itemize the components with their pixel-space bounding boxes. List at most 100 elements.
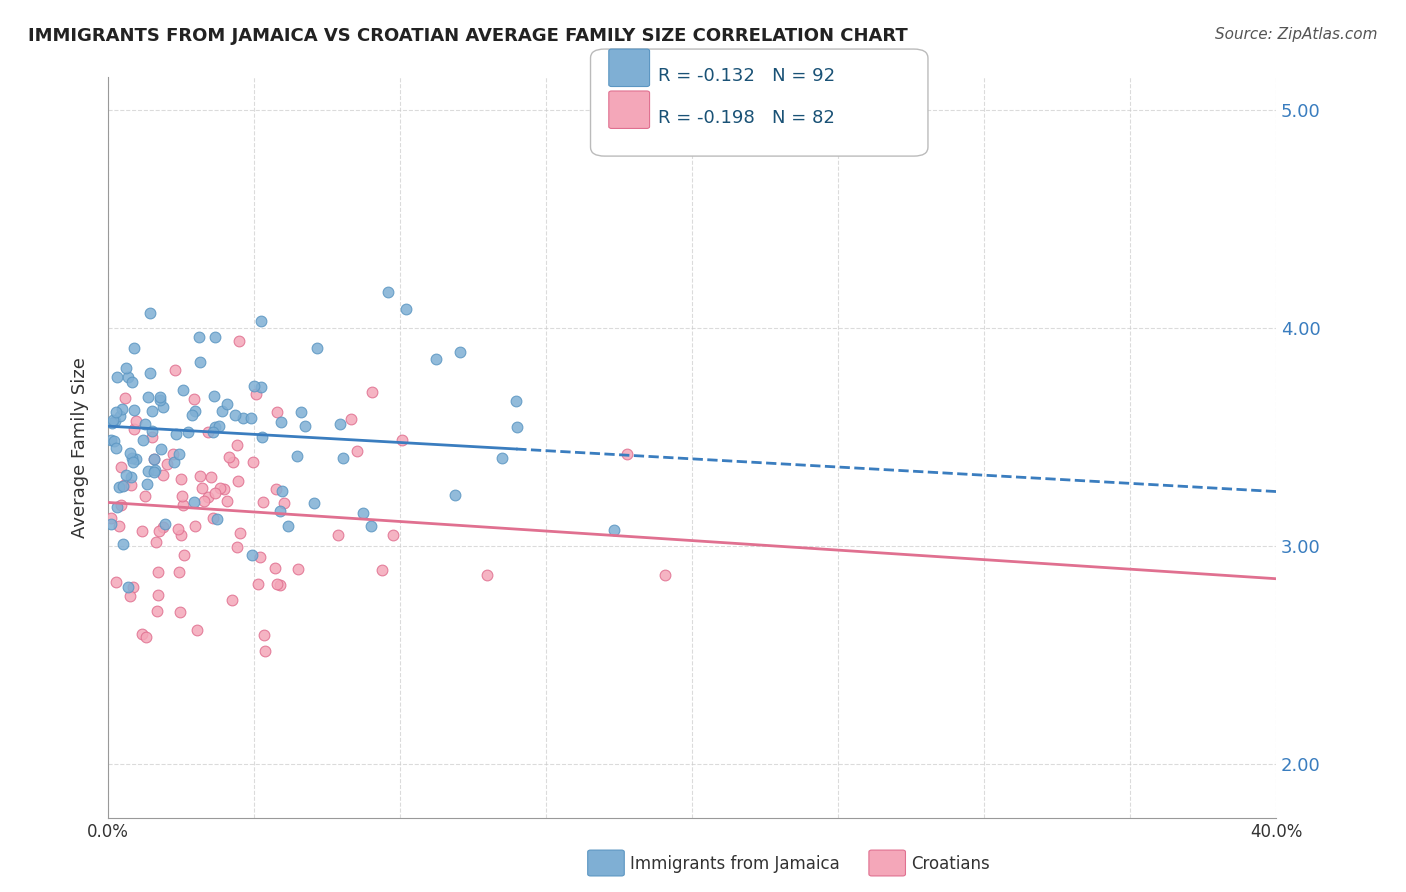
Point bbox=[332, 450, 354, 465]
Point bbox=[139, 366, 162, 380]
Point bbox=[224, 408, 246, 422]
Point bbox=[146, 588, 169, 602]
Point bbox=[104, 414, 127, 428]
Point bbox=[108, 409, 131, 424]
Point bbox=[114, 392, 136, 406]
Point bbox=[391, 434, 413, 448]
Point bbox=[141, 430, 163, 444]
Point bbox=[177, 425, 200, 440]
Text: R = -0.132   N = 92: R = -0.132 N = 92 bbox=[658, 67, 835, 85]
Point bbox=[104, 405, 127, 419]
Point bbox=[139, 306, 162, 320]
Point bbox=[105, 575, 128, 590]
Point bbox=[202, 510, 225, 524]
Point bbox=[143, 452, 166, 467]
Point bbox=[120, 478, 142, 492]
Point bbox=[186, 623, 208, 637]
Point bbox=[506, 420, 529, 434]
Point bbox=[269, 577, 291, 591]
Point bbox=[221, 592, 243, 607]
Point bbox=[475, 568, 498, 582]
Point bbox=[229, 526, 252, 541]
Point bbox=[135, 477, 157, 491]
Point bbox=[110, 459, 132, 474]
Point bbox=[249, 550, 271, 565]
Point bbox=[142, 466, 165, 480]
Point bbox=[193, 493, 215, 508]
Point bbox=[240, 549, 263, 563]
Point bbox=[188, 468, 211, 483]
Point bbox=[131, 524, 153, 538]
Point bbox=[172, 384, 194, 398]
Point bbox=[381, 528, 404, 542]
Point bbox=[197, 490, 219, 504]
Point bbox=[145, 535, 167, 549]
Point bbox=[211, 404, 233, 418]
Point bbox=[215, 397, 238, 411]
Point bbox=[290, 405, 312, 419]
Point bbox=[191, 481, 214, 495]
Point bbox=[302, 495, 325, 509]
Text: R = -0.198   N = 82: R = -0.198 N = 82 bbox=[658, 109, 835, 127]
Point bbox=[108, 519, 131, 533]
Text: IMMIGRANTS FROM JAMAICA VS CROATIAN AVERAGE FAMILY SIZE CORRELATION CHART: IMMIGRANTS FROM JAMAICA VS CROATIAN AVER… bbox=[28, 27, 908, 45]
Point bbox=[326, 528, 349, 542]
Point bbox=[141, 424, 163, 438]
Point bbox=[491, 450, 513, 465]
Y-axis label: Average Family Size: Average Family Size bbox=[72, 358, 89, 539]
Point bbox=[150, 442, 173, 457]
Point bbox=[163, 363, 186, 377]
Point bbox=[108, 480, 131, 494]
Point bbox=[204, 419, 226, 434]
Point bbox=[101, 416, 124, 430]
Point bbox=[163, 455, 186, 469]
Point bbox=[148, 524, 170, 538]
Text: Source: ZipAtlas.com: Source: ZipAtlas.com bbox=[1215, 27, 1378, 42]
Point bbox=[181, 408, 204, 422]
Point bbox=[294, 419, 316, 434]
Point bbox=[207, 419, 229, 434]
Point bbox=[118, 446, 141, 460]
Point bbox=[152, 468, 174, 483]
Point bbox=[505, 393, 527, 408]
Point bbox=[111, 401, 134, 416]
Point bbox=[120, 470, 142, 484]
Point bbox=[247, 577, 270, 591]
Point bbox=[183, 392, 205, 407]
Point bbox=[266, 405, 288, 419]
Point bbox=[112, 537, 135, 551]
Point bbox=[197, 425, 219, 439]
Point bbox=[305, 341, 328, 355]
Point bbox=[204, 485, 226, 500]
Point bbox=[285, 450, 308, 464]
Point bbox=[136, 390, 159, 404]
Point bbox=[110, 498, 132, 512]
Point bbox=[253, 628, 276, 642]
Point bbox=[173, 549, 195, 563]
Point bbox=[361, 384, 384, 399]
Point bbox=[135, 630, 157, 644]
Point bbox=[218, 450, 240, 465]
Point bbox=[270, 415, 292, 429]
Point bbox=[245, 387, 267, 401]
Point bbox=[122, 580, 145, 594]
Point bbox=[371, 563, 394, 577]
Point bbox=[212, 482, 235, 496]
Point bbox=[149, 390, 172, 404]
Point bbox=[117, 580, 139, 594]
Point bbox=[228, 334, 250, 348]
Point bbox=[222, 455, 245, 469]
Point bbox=[142, 451, 165, 466]
Point bbox=[100, 517, 122, 532]
Point bbox=[249, 380, 271, 394]
Point bbox=[138, 464, 160, 478]
Point bbox=[654, 568, 676, 582]
Point bbox=[243, 379, 266, 393]
Point bbox=[167, 566, 190, 580]
Point bbox=[444, 487, 467, 501]
Point bbox=[449, 345, 471, 359]
Point bbox=[271, 484, 294, 499]
Point bbox=[118, 589, 141, 603]
Point bbox=[162, 447, 184, 461]
Point bbox=[395, 302, 418, 317]
